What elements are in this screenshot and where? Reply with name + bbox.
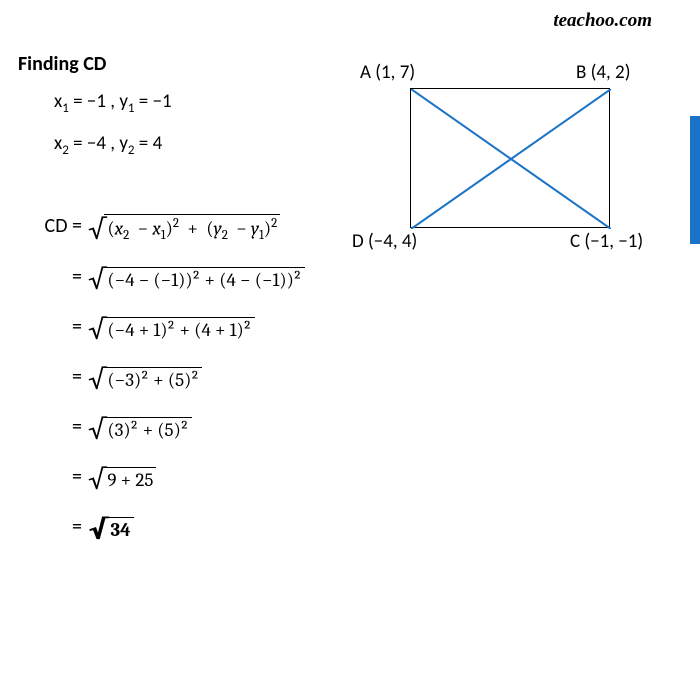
step-lhs: = [30,515,88,539]
x1-var: x [54,90,62,113]
sqrt-expr: √ (−4 − (−1))² + (4 − (−1))² [88,265,305,293]
step-rhs: √ 9 + 25 [88,465,156,493]
step-rhs: √ (x2 − x1)2 + (y2 − y1)2 [88,214,280,243]
sqrt-expr: √ (−3)² + (5)² [88,365,202,393]
radicand: 9 + 25 [104,467,156,491]
sqrt-expr: √ (x2 − x1)2 + (y2 − y1)2 [88,214,280,243]
rectangle-outline [410,88,610,228]
x2-var: x [54,132,62,155]
section-heading: Finding CD [18,52,106,76]
given-line-2: x2 = −4 , y2 = 4 [54,132,162,158]
radical-icon: √ [88,515,109,543]
step-rhs: √ (−4 + 1)² + (4 + 1)² [88,315,255,343]
side-accent [690,116,700,244]
step-row: = √ (3)² + (5)² [30,415,670,443]
y2-val: = 4 [135,132,163,155]
diagonals-svg [411,89,611,229]
step-row: CD = √ (x2 − x1)2 + (y2 − y1)2 [30,214,670,243]
step-lhs: = [30,465,88,489]
step-rhs: √ (−4 − (−1))² + (4 − (−1))² [88,265,305,293]
radicand: (−4 − (−1))² + (4 − (−1))² [104,267,304,291]
x1-val: = −1 , [69,90,119,113]
step-row: = √ (−4 − (−1))² + (4 − (−1))² [30,265,670,293]
step-rhs: √ (3)² + (5)² [88,415,192,443]
sqrt-expr: √ (3)² + (5)² [88,415,192,443]
sqrt-expr: √ 34 [88,515,134,543]
vertex-label-a: A (1, 7) [360,61,415,84]
step-rhs: √ (−3)² + (5)² [88,365,202,393]
radicand: (3)² + (5)² [104,417,191,441]
given-line-1: x1 = −1 , y1 = −1 [54,90,172,116]
step-lhs: = [30,265,88,289]
y1-var: y [119,90,128,113]
step-row: = √ (−4 + 1)² + (4 + 1)² [30,315,670,343]
sqrt-expr: √ (−4 + 1)² + (4 + 1)² [88,315,255,343]
calculation-steps: CD = √ (x2 − x1)2 + (y2 − y1)2 = √ (−4 −… [30,214,670,565]
step-lhs: CD = [30,214,88,238]
y2-sub: 2 [128,143,135,158]
radicand: (−3)² + (5)² [104,367,202,391]
step-row: = √ 9 + 25 [30,465,670,493]
step-rhs: √ 34 [88,515,134,543]
x1-sub: 1 [62,101,69,116]
step-row: = √ 34 [30,515,670,543]
radicand: 34 [107,517,133,541]
radicand: (−4 + 1)² + (4 + 1)² [104,317,254,341]
brand-logo: teachoo.com [553,10,652,32]
step-lhs: = [30,415,88,439]
sqrt-expr: √ 9 + 25 [88,465,156,493]
y2-var: y [119,132,128,155]
y1-val: = −1 [135,90,172,113]
vertex-label-b: B (4, 2) [576,61,630,84]
step-lhs: = [30,315,88,339]
x2-sub: 2 [62,143,69,158]
radicand: (x2 − x1)2 + (y2 − y1)2 [104,214,280,243]
step-lhs: = [30,365,88,389]
y1-sub: 1 [128,101,135,116]
x2-val: = −4 , [69,132,119,155]
step-row: = √ (−3)² + (5)² [30,365,670,393]
